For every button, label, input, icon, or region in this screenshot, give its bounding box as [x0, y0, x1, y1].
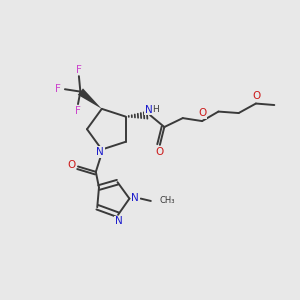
Text: O: O	[252, 91, 261, 101]
Text: H: H	[152, 105, 159, 114]
Text: O: O	[156, 147, 164, 157]
Text: CH₃: CH₃	[160, 196, 175, 205]
Text: O: O	[199, 108, 207, 118]
Text: N: N	[145, 105, 152, 115]
Text: F: F	[76, 64, 82, 75]
Text: F: F	[56, 84, 61, 94]
Text: N: N	[96, 147, 104, 157]
Text: O: O	[67, 160, 76, 170]
Text: F: F	[75, 106, 81, 116]
Polygon shape	[78, 88, 102, 109]
Text: N: N	[115, 216, 122, 226]
Text: N: N	[131, 193, 139, 203]
